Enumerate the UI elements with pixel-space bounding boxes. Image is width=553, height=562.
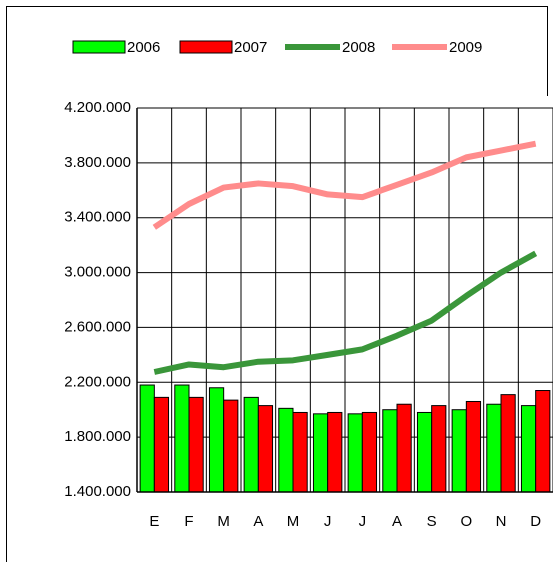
y-tick-label: 3.800.000 [64,154,131,171]
x-tick-label: M [287,513,300,530]
bar [243,396,259,493]
x-tick-label: A [392,513,402,530]
line [152,140,537,230]
x-tick-label: D [530,513,541,530]
x-tick-label: M [217,513,230,530]
y-tick-label: 3.400.000 [64,209,131,226]
y-tick-label: 1.400.000 [64,483,131,500]
x-tick-label: O [460,513,472,530]
legend-label: 2007 [234,39,267,56]
legend-swatch [179,40,233,54]
line [153,250,538,375]
bar [292,411,308,493]
bar [361,411,378,493]
bar [347,413,363,493]
bar [396,403,412,493]
bar [431,405,447,493]
bar [327,411,343,493]
y-tick-label: 4.200.000 [64,99,131,116]
chart-border [6,6,548,562]
bar [139,384,155,493]
bar [257,405,274,493]
bar [153,396,170,493]
bar [465,400,482,493]
legend-swatch [72,40,126,54]
bar [520,405,537,493]
bar [174,384,190,493]
legend-label: 2006 [127,39,160,56]
x-tick-label: F [184,513,193,530]
bar [188,396,204,493]
bar [312,413,329,493]
x-tick-label: S [427,513,437,530]
bar [486,403,502,493]
bar [416,411,433,493]
y-tick-label: 1.800.000 [64,428,131,445]
bar [500,394,516,493]
legend-label: 2008 [342,39,375,56]
bar [382,409,398,493]
y-tick-label: 2.200.000 [64,373,131,390]
x-tick-label: J [359,513,367,530]
x-tick-label: N [496,513,507,530]
legend-label: 2009 [449,39,482,56]
y-tick-label: 2.600.000 [64,318,131,335]
bar [451,409,467,493]
x-tick-label: J [324,513,332,530]
bar [208,387,225,493]
bar [278,407,294,493]
bar [223,399,239,493]
y-tick-label: 3.000.000 [64,264,131,281]
x-tick-label: E [149,513,159,530]
bar [535,390,551,493]
x-tick-label: A [253,513,263,530]
